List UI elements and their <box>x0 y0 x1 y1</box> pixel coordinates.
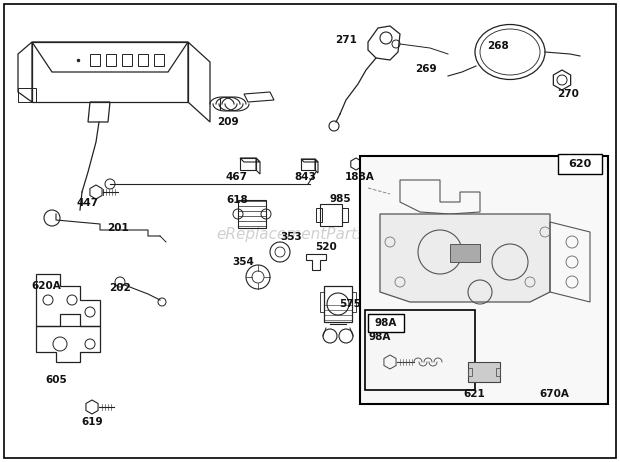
Bar <box>342 208 348 222</box>
Text: 98A: 98A <box>369 332 391 342</box>
Bar <box>316 208 322 222</box>
Bar <box>365 310 475 390</box>
Text: 620A: 620A <box>31 281 61 291</box>
Text: 467: 467 <box>226 172 248 182</box>
Bar <box>360 156 608 404</box>
Bar <box>18 88 36 102</box>
Bar <box>352 292 356 312</box>
Bar <box>496 368 500 376</box>
Text: 98A: 98A <box>375 318 397 328</box>
Polygon shape <box>380 214 550 302</box>
Text: 202: 202 <box>109 283 131 293</box>
Text: 447: 447 <box>77 198 99 208</box>
Text: 353: 353 <box>280 232 302 242</box>
Bar <box>450 244 480 262</box>
Bar <box>320 292 324 312</box>
Bar <box>368 314 404 332</box>
Text: 575: 575 <box>339 299 361 309</box>
Bar <box>238 200 266 228</box>
Text: 619: 619 <box>81 417 103 427</box>
Text: eReplacementParts.com: eReplacementParts.com <box>216 226 404 242</box>
Bar <box>468 368 472 376</box>
Text: 201: 201 <box>107 223 129 233</box>
Text: 270: 270 <box>557 89 579 99</box>
Text: 209: 209 <box>217 117 239 127</box>
Text: 271: 271 <box>335 35 357 45</box>
Text: 605: 605 <box>45 375 67 385</box>
Bar <box>558 154 602 174</box>
Text: 670A: 670A <box>539 389 569 399</box>
Text: 985: 985 <box>329 194 351 204</box>
Text: 354: 354 <box>232 257 254 267</box>
Text: 188A: 188A <box>345 172 375 182</box>
Text: 620: 620 <box>569 159 591 169</box>
Text: 621: 621 <box>463 389 485 399</box>
Text: 618: 618 <box>226 195 248 205</box>
Text: 269: 269 <box>415 64 437 74</box>
Bar <box>320 204 342 226</box>
Bar <box>468 362 500 382</box>
Text: 268: 268 <box>487 41 509 51</box>
Bar <box>324 286 352 322</box>
Text: 843: 843 <box>294 172 316 182</box>
Text: 520: 520 <box>315 242 337 252</box>
